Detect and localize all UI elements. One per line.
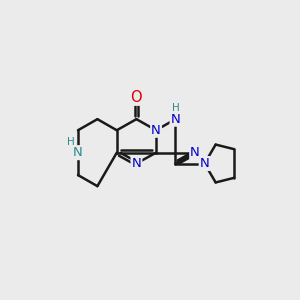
Text: N: N xyxy=(73,146,83,159)
Text: N: N xyxy=(200,157,209,170)
Text: H: H xyxy=(172,103,179,113)
Text: N: N xyxy=(171,113,180,126)
Text: N: N xyxy=(132,157,141,170)
Text: N: N xyxy=(151,124,161,137)
Text: H: H xyxy=(67,136,74,147)
Text: O: O xyxy=(130,90,142,105)
Text: N: N xyxy=(190,146,200,159)
